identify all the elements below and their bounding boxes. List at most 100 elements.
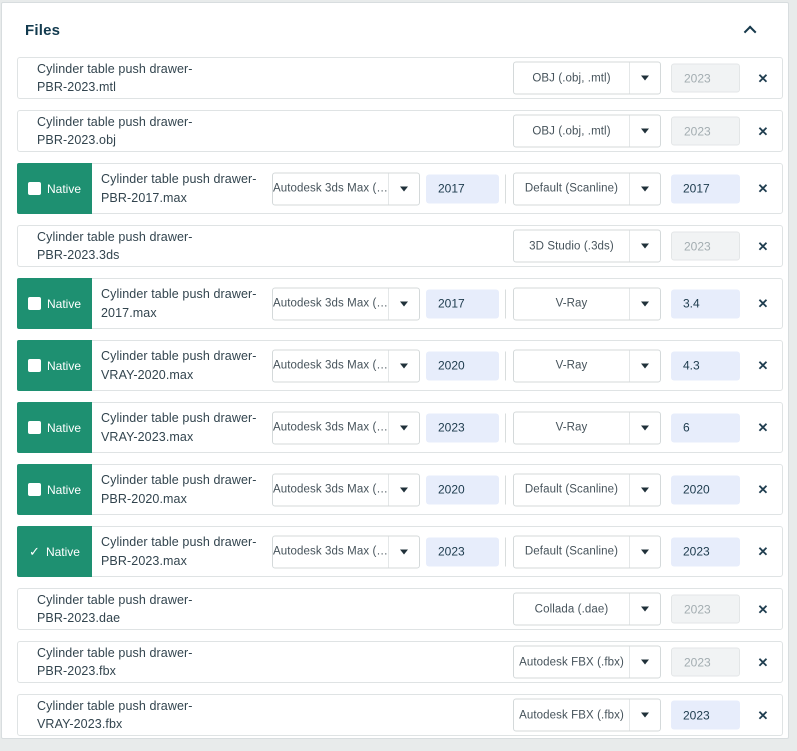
vertical-divider <box>505 475 506 504</box>
format-dropdown-caret-button[interactable] <box>629 230 660 262</box>
format-dropdown[interactable]: Autodesk 3ds Max (… <box>272 411 420 444</box>
checkbox-icon <box>27 483 41 496</box>
format-version-input[interactable] <box>426 351 499 380</box>
native-toggle[interactable]: Native <box>17 163 92 214</box>
renderer-dropdown[interactable]: Default (Scanline) <box>513 535 661 568</box>
format-version-input[interactable] <box>426 413 499 442</box>
remove-file-button[interactable]: ✕ <box>751 597 775 621</box>
format-dropdown[interactable]: Autodesk FBX (.fbx) <box>513 645 661 679</box>
vertical-divider <box>505 289 506 318</box>
renderer-dropdown-value: V-Ray <box>555 297 588 310</box>
native-toggle[interactable]: Native <box>17 402 92 453</box>
renderer-dropdown-value: Default (Scanline) <box>524 483 619 496</box>
format-dropdown[interactable]: OBJ (.obj, .mtl) <box>513 61 661 95</box>
format-version-input[interactable] <box>426 537 499 566</box>
renderer-version-input[interactable] <box>671 475 740 504</box>
vertical-divider <box>505 537 506 566</box>
format-version-input[interactable] <box>426 289 499 318</box>
remove-file-button[interactable]: ✕ <box>751 650 775 674</box>
renderer-dropdown-caret-button[interactable] <box>629 173 660 204</box>
caret-down-icon <box>641 75 649 81</box>
remove-file-button[interactable]: ✕ <box>751 292 775 316</box>
file-row: Native Cylinder table push drawer-PBR-202… <box>17 464 783 515</box>
checkmark-icon: ✓ <box>29 544 40 559</box>
remove-file-button[interactable]: ✕ <box>751 703 775 727</box>
format-dropdown[interactable]: Autodesk 3ds Max (… <box>272 349 420 382</box>
native-toggle[interactable]: Native <box>17 340 92 391</box>
format-dropdown[interactable]: Autodesk 3ds Max (… <box>272 535 420 568</box>
format-version-input <box>671 116 740 146</box>
remove-file-button[interactable]: ✕ <box>751 119 775 143</box>
format-dropdown-caret-button[interactable] <box>388 173 419 204</box>
renderer-dropdown-caret-button[interactable] <box>629 288 660 319</box>
files-panel-header: Files <box>17 16 782 44</box>
remove-file-button[interactable]: ✕ <box>751 177 775 201</box>
format-dropdown-caret-button[interactable] <box>629 646 660 678</box>
renderer-version-input[interactable] <box>671 289 740 318</box>
format-dropdown[interactable]: Autodesk 3ds Max (… <box>272 172 420 205</box>
format-dropdown-caret-button[interactable] <box>388 288 419 319</box>
format-dropdown-value: Autodesk 3ds Max (… <box>273 297 388 310</box>
format-dropdown[interactable]: Autodesk FBX (.fbx) <box>513 698 661 732</box>
caret-down-icon <box>641 659 649 665</box>
native-toggle[interactable]: Native <box>17 464 92 515</box>
collapse-panel-button[interactable] <box>743 22 760 39</box>
file-row: ✓ Native Cylinder table push drawer-PBR-20… <box>17 526 783 577</box>
renderer-dropdown-caret-button[interactable] <box>629 536 660 567</box>
caret-down-icon <box>641 128 649 134</box>
native-toggle[interactable]: Native <box>17 278 92 329</box>
remove-file-button[interactable]: ✕ <box>751 354 775 378</box>
file-row: Native Cylinder table push drawer-VRAY-20… <box>17 340 783 391</box>
renderer-version-input[interactable] <box>671 537 740 566</box>
filename: Cylinder table push drawer-PBR-2023.mtl <box>37 61 193 94</box>
renderer-version-input[interactable] <box>671 174 740 203</box>
format-dropdown-caret-button[interactable] <box>629 593 660 625</box>
remove-file-button[interactable]: ✕ <box>751 540 775 564</box>
renderer-dropdown[interactable]: V-Ray <box>513 349 661 382</box>
format-dropdown-caret-button[interactable] <box>388 474 419 505</box>
remove-file-button[interactable]: ✕ <box>751 66 775 90</box>
remove-file-button[interactable]: ✕ <box>751 478 775 502</box>
chevron-up-icon <box>743 25 757 38</box>
renderer-dropdown[interactable]: Default (Scanline) <box>513 473 661 506</box>
caret-down-icon <box>641 712 649 718</box>
format-version-input[interactable] <box>671 700 740 730</box>
format-dropdown-caret-button[interactable] <box>629 699 660 731</box>
format-dropdown[interactable]: Collada (.dae) <box>513 592 661 626</box>
caret-down-icon <box>641 301 649 306</box>
format-dropdown-caret-button[interactable] <box>388 536 419 567</box>
filename: Cylinder table push drawer-VRAY-2023.max <box>101 411 257 444</box>
renderer-dropdown[interactable]: Default (Scanline) <box>513 172 661 205</box>
format-dropdown-caret-button[interactable] <box>629 115 660 147</box>
renderer-dropdown-caret-button[interactable] <box>629 350 660 381</box>
native-toggle[interactable]: ✓ Native <box>17 526 92 577</box>
format-dropdown-caret-button[interactable] <box>629 62 660 94</box>
caret-down-icon <box>400 549 408 554</box>
file-rows-list: Cylinder table push drawer-PBR-2023.mtl O… <box>17 57 783 736</box>
format-dropdown[interactable]: 3D Studio (.3ds) <box>513 229 661 263</box>
vertical-divider <box>505 351 506 380</box>
format-dropdown-value: Autodesk FBX (.fbx) <box>519 709 624 721</box>
renderer-dropdown-caret-button[interactable] <box>629 474 660 505</box>
format-dropdown[interactable]: Autodesk 3ds Max (… <box>272 473 420 506</box>
filename: Cylinder table push drawer-PBR-2023.max <box>101 535 257 568</box>
format-version-input <box>671 231 740 261</box>
format-dropdown[interactable]: Autodesk 3ds Max (… <box>272 287 420 320</box>
renderer-version-input[interactable] <box>671 413 740 442</box>
caret-down-icon <box>400 186 408 191</box>
native-label: Native <box>46 358 81 373</box>
format-version-input[interactable] <box>426 174 499 203</box>
format-version-input[interactable] <box>426 475 499 504</box>
panel-title: Files <box>25 21 61 39</box>
format-dropdown-caret-button[interactable] <box>388 350 419 381</box>
renderer-dropdown-caret-button[interactable] <box>629 412 660 443</box>
remove-file-button[interactable]: ✕ <box>751 234 775 258</box>
format-dropdown-caret-button[interactable] <box>388 412 419 443</box>
renderer-dropdown[interactable]: V-Ray <box>513 287 661 320</box>
remove-file-button[interactable]: ✕ <box>751 416 775 440</box>
renderer-dropdown[interactable]: V-Ray <box>513 411 661 444</box>
file-row: Cylinder table push drawer-PBR-2023.fbx A… <box>17 641 783 683</box>
file-row: Cylinder table push drawer-PBR-2023.dae C… <box>17 588 783 630</box>
format-dropdown[interactable]: OBJ (.obj, .mtl) <box>513 114 661 148</box>
renderer-version-input[interactable] <box>671 351 740 380</box>
